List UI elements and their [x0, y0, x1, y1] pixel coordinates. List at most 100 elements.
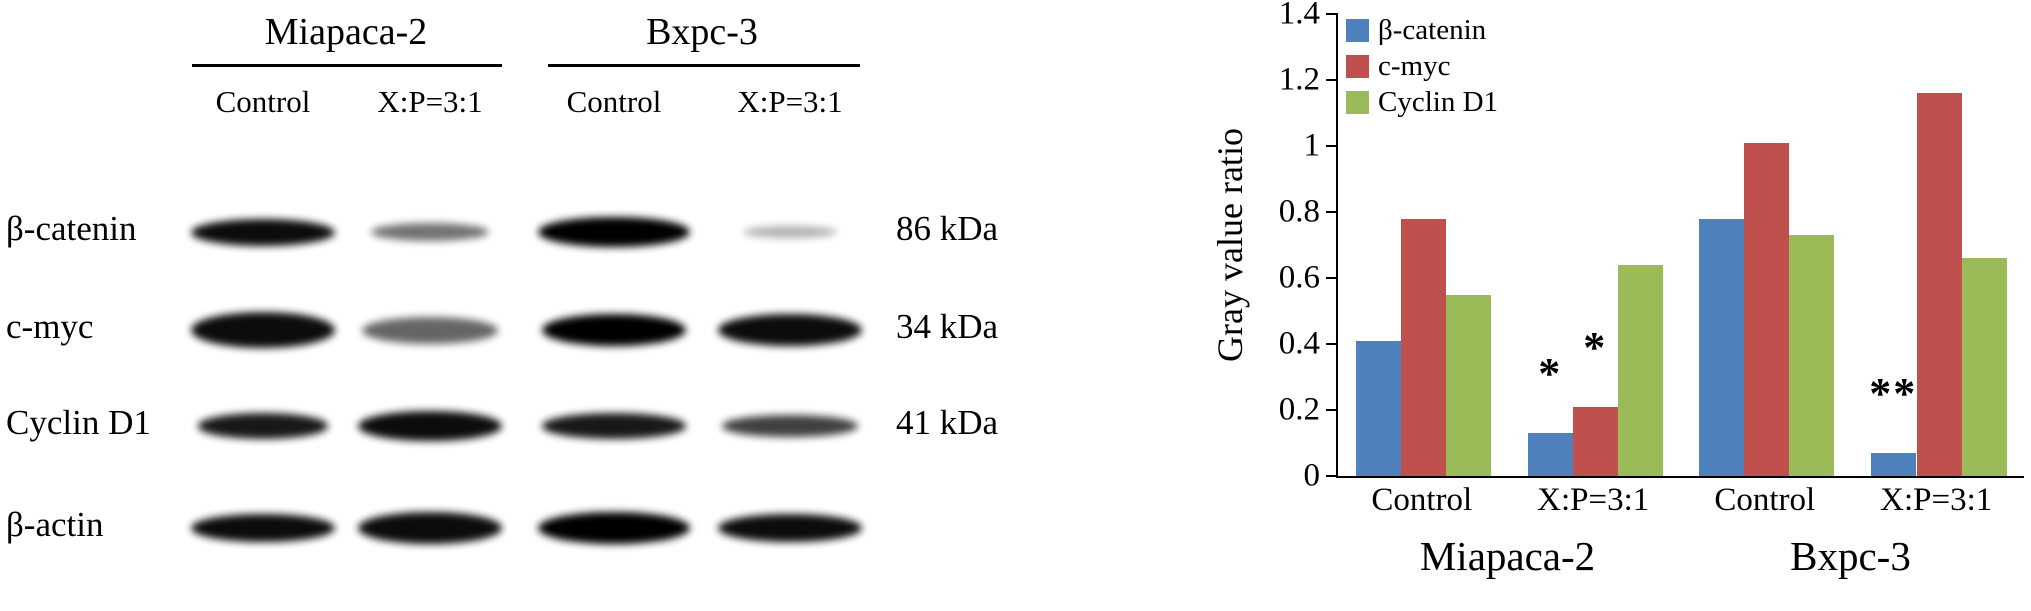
bar-group [1681, 14, 1853, 476]
bar [1917, 93, 1963, 476]
protein-band [537, 216, 691, 248]
x-category-label: Control [1371, 482, 1473, 518]
bar [1744, 142, 1790, 476]
bar [1446, 294, 1492, 476]
bar-wrap: * [1527, 349, 1573, 476]
y-tick-label: 0.6 [1278, 259, 1320, 296]
bar-group: ** [1510, 14, 1682, 476]
legend-item: Cyclin D1 [1346, 88, 1498, 117]
legend-label: c-myc [1378, 50, 1451, 82]
lane-label: X:P=3:1 [737, 84, 843, 119]
lane-label: X:P=3:1 [377, 84, 483, 119]
bar-wrap [1401, 143, 1447, 476]
legend-swatch [1346, 19, 1369, 42]
bar [1870, 452, 1916, 476]
protein-band [370, 223, 490, 241]
bar-groups: * * ** [1338, 14, 2024, 476]
protein-band [542, 313, 686, 347]
bar [1401, 218, 1447, 476]
protein-band [537, 511, 691, 545]
blot-group-underline [548, 64, 860, 67]
lane-label: Control [566, 84, 662, 119]
y-tick-mark [1326, 343, 1338, 345]
blot-group-underline [192, 64, 502, 67]
protein-band [198, 413, 328, 439]
molecular-weight-label: 41 kDa [896, 403, 999, 442]
bar-group [1338, 14, 1510, 476]
bar [1699, 218, 1745, 476]
protein-band [358, 511, 502, 545]
legend-swatch [1346, 91, 1369, 114]
legend-swatch [1346, 55, 1369, 78]
x-group-label: Bxpc-3 [1790, 533, 1911, 579]
legend-item: β-catenin [1346, 16, 1498, 45]
lane-label: Control [215, 84, 311, 119]
significance-marker: * [1538, 349, 1563, 399]
blot-row-label: β-catenin [6, 209, 137, 248]
x-category-label: Control [1714, 482, 1816, 518]
x-axis-group-labels: Miapaca-2 Bxpc-3 [1336, 532, 2022, 580]
bar-group: ** [1853, 14, 2025, 476]
y-tick-mark [1326, 409, 1338, 411]
protein-band [191, 218, 335, 246]
blot-group-title: Miapaca-2 [264, 11, 428, 53]
western-blot-panel: Miapaca-2 Control X:P=3:1 Bxpc-3 Control X:P=… [0, 0, 1010, 611]
y-tick-mark [1326, 211, 1338, 213]
legend-item: c-myc [1346, 52, 1498, 81]
y-axis-label: Gray value ratio [1210, 128, 1250, 362]
bar-wrap [1962, 182, 2008, 476]
y-tick-mark [1326, 475, 1338, 477]
x-category-label: X:P=3:1 [1537, 482, 1650, 518]
bar-wrap [1356, 265, 1402, 476]
molecular-weight-label: 34 kDa [896, 307, 999, 346]
y-tick-label: 0.2 [1278, 391, 1320, 428]
bar [1789, 235, 1835, 476]
protein-band [191, 513, 335, 543]
y-tick-label: 0.4 [1278, 325, 1320, 362]
bar-wrap [1446, 219, 1492, 476]
protein-band [718, 513, 862, 543]
bar [1527, 433, 1573, 476]
significance-marker: * [1583, 322, 1608, 372]
blot-row-label: c-myc [6, 307, 94, 346]
legend-label: Cyclin D1 [1378, 86, 1499, 118]
y-tick-mark [1326, 145, 1338, 147]
y-tick-mark [1326, 13, 1338, 15]
bar-wrap: * [1572, 322, 1618, 476]
y-tick-mark [1326, 79, 1338, 81]
legend-label: β-catenin [1378, 14, 1487, 46]
bar [1617, 264, 1663, 476]
protein-band [721, 415, 859, 437]
bar [1962, 258, 2008, 476]
bar-wrap [1699, 143, 1745, 476]
blot-group-title: Bxpc-3 [646, 11, 758, 53]
legend: β-catenin c-myc Cyclin D1 [1346, 16, 1498, 117]
blot-row-label: β-actin [6, 505, 104, 544]
x-group-label: Miapaca-2 [1419, 533, 1596, 579]
bar [1356, 340, 1402, 476]
y-tick-label: 1.2 [1278, 61, 1320, 98]
x-axis-category-labels: Control X:P=3:1 Control X:P=3:1 [1336, 482, 2022, 519]
y-tick-label: 0 [1303, 457, 1321, 494]
protein-band [191, 312, 335, 348]
significance-marker: ** [1869, 368, 1918, 418]
protein-band [743, 225, 837, 239]
bar-chart-panel: Gray value ratio 0 0.2 0.4 0.6 0.8 1 1.2 1.4 * * *… [1160, 0, 2031, 611]
protein-band [542, 413, 686, 439]
x-category-label: X:P=3:1 [1880, 482, 1993, 518]
y-tick-label: 1.4 [1278, 0, 1320, 32]
bar-wrap [1744, 67, 1790, 476]
y-tick-label: 1 [1303, 127, 1321, 164]
blot-row-label: Cyclin D1 [6, 403, 151, 442]
protein-band [361, 316, 499, 344]
molecular-weight-label: 86 kDa [896, 209, 999, 248]
y-tick-label: 0.8 [1278, 193, 1320, 230]
y-tick-mark [1326, 277, 1338, 279]
protein-band [718, 313, 862, 347]
bar-wrap [1789, 159, 1835, 476]
protein-band [358, 410, 502, 442]
plot-area: 0 0.2 0.4 0.6 0.8 1 1.2 1.4 * * ** β-catenin c-myc Cy… [1279, 0, 2024, 492]
bar [1572, 406, 1618, 476]
bar-wrap [1617, 189, 1663, 476]
